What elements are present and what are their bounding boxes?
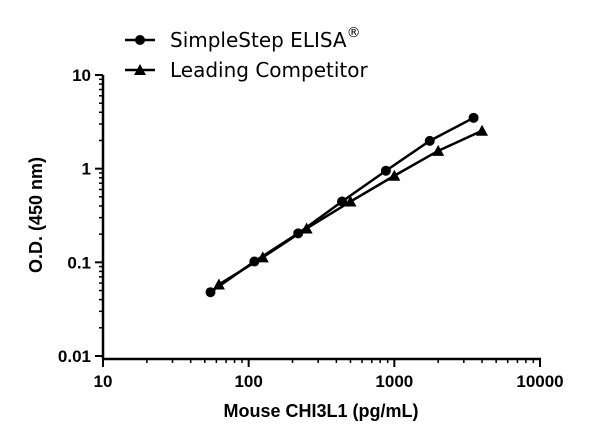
legend: SimpleStep ELISA® Leading Competitor — [125, 25, 368, 82]
data-point-simplestep — [424, 135, 435, 146]
y-axis-label: O.D. (450 nm) — [26, 157, 46, 273]
data-point-competitor — [476, 124, 489, 136]
registered-mark: ® — [347, 25, 361, 41]
legend-label-simplestep: SimpleStep ELISA® — [170, 25, 361, 52]
x-tick-label: 10000 — [516, 372, 563, 391]
series-layer — [205, 112, 489, 298]
x-axis-label: Mouse CHI3L1 (pg/mL) — [223, 401, 418, 421]
y-tick-label: 0.01 — [58, 347, 91, 366]
axes: 10 100 1000 10000 0.01 0.1 1 10 — [58, 66, 564, 391]
x-tick-label: 1000 — [375, 372, 413, 391]
data-point-simplestep — [468, 112, 479, 123]
data-point-competitor — [432, 144, 445, 156]
y-tick-label: 1 — [82, 160, 91, 179]
data-point-simplestep — [205, 287, 216, 298]
x-tick-label: 10 — [94, 372, 113, 391]
legend-marker-simplestep — [135, 35, 145, 45]
y-tick-label: 10 — [72, 66, 91, 85]
data-point-competitor — [256, 251, 269, 263]
data-point-competitor — [300, 222, 313, 234]
legend-marker-competitor — [134, 64, 146, 75]
data-point-competitor — [212, 278, 225, 290]
x-tick-label: 100 — [234, 372, 262, 391]
data-point-simplestep — [380, 165, 391, 176]
y-tick-label: 0.1 — [67, 253, 91, 272]
legend-label-competitor: Leading Competitor — [170, 58, 368, 82]
data-point-competitor — [344, 195, 357, 207]
data-point-competitor — [388, 169, 401, 181]
